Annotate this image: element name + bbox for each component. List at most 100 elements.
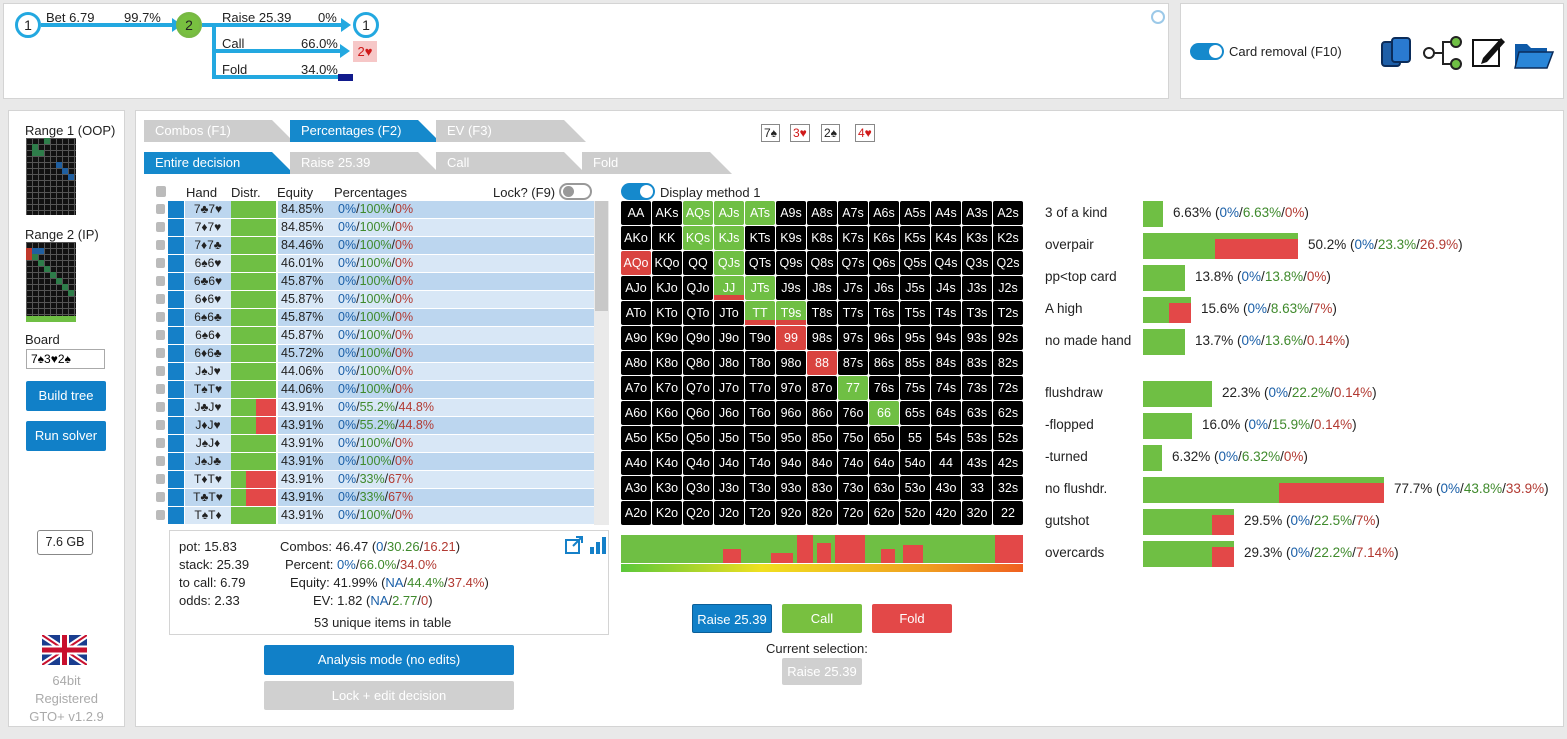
- lock-icon[interactable]: [156, 204, 165, 214]
- hand-cell-KTs[interactable]: KTs: [745, 226, 775, 250]
- hand-cell-Q2o[interactable]: Q2o: [683, 501, 713, 525]
- lock-icon[interactable]: [156, 492, 165, 502]
- hand-cell-T6s[interactable]: T6s: [869, 301, 899, 325]
- hand-cell-J6s[interactable]: J6s: [869, 276, 899, 300]
- hand-cell-64s[interactable]: 64s: [931, 401, 961, 425]
- hand-cell-32s[interactable]: 32s: [993, 476, 1023, 500]
- hand-cell-88[interactable]: 88: [807, 351, 837, 375]
- lock-icon[interactable]: [156, 258, 165, 268]
- hand-cell-95o[interactable]: 95o: [776, 426, 806, 450]
- hand-cell-A9s[interactable]: A9s: [776, 201, 806, 225]
- hand-cell-J6o[interactable]: J6o: [714, 401, 744, 425]
- hand-cell-64o[interactable]: 64o: [869, 451, 899, 475]
- range1-thumbnail[interactable]: [26, 138, 76, 215]
- lock-toggle[interactable]: [559, 183, 592, 200]
- hand-cell-94s[interactable]: 94s: [931, 326, 961, 350]
- hand-cell-J3o[interactable]: J3o: [714, 476, 744, 500]
- board-card[interactable]: 7♠: [761, 124, 781, 142]
- hand-cell-K2o[interactable]: K2o: [652, 501, 682, 525]
- table-row[interactable]: 7♦7♥ 84.85% 0%/100%/0%: [154, 219, 594, 236]
- hand-cell-J8o[interactable]: J8o: [714, 351, 744, 375]
- table-row[interactable]: T♣T♥ 43.91% 0%/33%/67%: [154, 489, 594, 506]
- hand-cell-A7o[interactable]: A7o: [621, 376, 651, 400]
- hand-cell-T9o[interactable]: T9o: [745, 326, 775, 350]
- hand-cell-42s[interactable]: 42s: [993, 451, 1023, 475]
- raise-button[interactable]: Raise 25.39: [692, 604, 772, 633]
- hand-cell-98s[interactable]: 98s: [807, 326, 837, 350]
- hand-cell-AKo[interactable]: AKo: [621, 226, 651, 250]
- hand-cell-85o[interactable]: 85o: [807, 426, 837, 450]
- hand-cell-J3s[interactable]: J3s: [962, 276, 992, 300]
- hand-cell-K3s[interactable]: K3s: [962, 226, 992, 250]
- hand-cell-76s[interactable]: 76s: [869, 376, 899, 400]
- tree-node-root[interactable]: 1: [15, 12, 41, 38]
- hand-cell-Q7o[interactable]: Q7o: [683, 376, 713, 400]
- hand-cell-T6o[interactable]: T6o: [745, 401, 775, 425]
- hand-cell-72s[interactable]: 72s: [993, 376, 1023, 400]
- lock-icon[interactable]: [156, 294, 165, 304]
- lock-edit-button[interactable]: Lock + edit decision: [264, 681, 514, 710]
- hand-cell-Q6s[interactable]: Q6s: [869, 251, 899, 275]
- hand-cell-86o[interactable]: 86o: [807, 401, 837, 425]
- hand-cell-76o[interactable]: 76o: [838, 401, 868, 425]
- hand-cell-QQ[interactable]: QQ: [683, 251, 713, 275]
- table-row[interactable]: 6♠6♥ 46.01% 0%/100%/0%: [154, 255, 594, 272]
- hand-cell-K4s[interactable]: K4s: [931, 226, 961, 250]
- hand-cell-A4s[interactable]: A4s: [931, 201, 961, 225]
- hand-cell-74s[interactable]: 74s: [931, 376, 961, 400]
- hand-cell-T2o[interactable]: T2o: [745, 501, 775, 525]
- hand-cell-T5s[interactable]: T5s: [900, 301, 930, 325]
- fold-label[interactable]: Fold: [222, 62, 248, 77]
- hand-cell-92s[interactable]: 92s: [993, 326, 1023, 350]
- hand-cell-86s[interactable]: 86s: [869, 351, 899, 375]
- hand-cell-KTo[interactable]: KTo: [652, 301, 682, 325]
- folder-icon[interactable]: [1513, 38, 1555, 70]
- hand-cell-A5s[interactable]: A5s: [900, 201, 930, 225]
- hand-cell-KQo[interactable]: KQo: [652, 251, 682, 275]
- hand-cell-K3o[interactable]: K3o: [652, 476, 682, 500]
- hand-cell-JTo[interactable]: JTo: [714, 301, 744, 325]
- hand-cell-Q2s[interactable]: Q2s: [993, 251, 1023, 275]
- tree-node-after-raise[interactable]: 1: [353, 12, 379, 38]
- table-row[interactable]: J♣J♥ 43.91% 0%/55.2%/44.8%: [154, 399, 594, 416]
- table-row[interactable]: T♠T♦ 43.91% 0%/100%/0%: [154, 507, 594, 524]
- hand-cell-22[interactable]: 22: [993, 501, 1023, 525]
- hand-cell-Q5o[interactable]: Q5o: [683, 426, 713, 450]
- hand-cell-98o[interactable]: 98o: [776, 351, 806, 375]
- hand-cell-87o[interactable]: 87o: [807, 376, 837, 400]
- uk-flag-icon[interactable]: [40, 632, 89, 668]
- hand-cell-83s[interactable]: 83s: [962, 351, 992, 375]
- hand-cell-QJs[interactable]: QJs: [714, 251, 744, 275]
- board-card[interactable]: 4♥: [855, 124, 875, 142]
- lock-icon[interactable]: [156, 456, 165, 466]
- scrollbar-thumb[interactable]: [595, 201, 608, 311]
- hand-cell-44[interactable]: 44: [931, 451, 961, 475]
- hand-cell-K9s[interactable]: K9s: [776, 226, 806, 250]
- hand-cell-66[interactable]: 66: [869, 401, 899, 425]
- table-scrollbar[interactable]: [594, 201, 609, 525]
- hand-cell-53s[interactable]: 53s: [962, 426, 992, 450]
- hand-cell-KK[interactable]: KK: [652, 226, 682, 250]
- hand-cell-82o[interactable]: 82o: [807, 501, 837, 525]
- hand-cell-AQs[interactable]: AQs: [683, 201, 713, 225]
- hand-cell-93o[interactable]: 93o: [776, 476, 806, 500]
- lock-icon[interactable]: [156, 348, 165, 358]
- range2-thumbnail[interactable]: [26, 242, 76, 322]
- hand-cell-A3s[interactable]: A3s: [962, 201, 992, 225]
- lock-icon[interactable]: [156, 420, 165, 430]
- hand-cell-A6o[interactable]: A6o: [621, 401, 651, 425]
- hand-cell-74o[interactable]: 74o: [838, 451, 868, 475]
- hand-cell-A7s[interactable]: A7s: [838, 201, 868, 225]
- export-icon[interactable]: [565, 536, 583, 554]
- fold-end-marker[interactable]: [338, 74, 353, 81]
- hand-cell-AKs[interactable]: AKs: [652, 201, 682, 225]
- hand-cell-T7o[interactable]: T7o: [745, 376, 775, 400]
- chart-icon[interactable]: [589, 536, 607, 554]
- tab-raise[interactable]: Raise 25.39: [290, 152, 440, 174]
- board-input[interactable]: [26, 349, 105, 369]
- table-row[interactable]: J♠J♦ 43.91% 0%/100%/0%: [154, 435, 594, 452]
- copy-icon[interactable]: [1381, 36, 1413, 68]
- hand-cell-62s[interactable]: 62s: [993, 401, 1023, 425]
- hand-cell-K8s[interactable]: K8s: [807, 226, 837, 250]
- hand-cell-99[interactable]: 99: [776, 326, 806, 350]
